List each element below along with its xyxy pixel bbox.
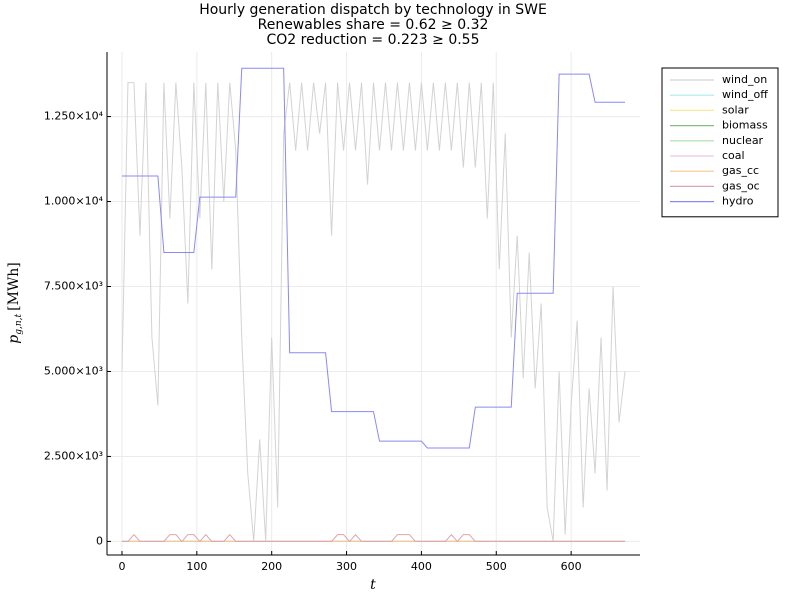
x-tick-label: 200 — [261, 560, 282, 573]
y-label-subscript: g,n,t — [14, 314, 24, 335]
x-tick-label: 300 — [336, 560, 357, 573]
y-tick-label: 5.000×10³ — [44, 364, 103, 377]
y-label-symbol: p — [6, 335, 22, 344]
legend-label: biomass — [722, 119, 768, 132]
legend-label: wind_off — [722, 88, 768, 101]
chart-subtitle: CO2 reduction = 0.223 ≥ 0.55 — [266, 32, 479, 48]
y-tick-label: 2.500×10³ — [44, 449, 103, 462]
legend-label: coal — [722, 149, 745, 162]
y-tick-label: 7.500×10³ — [44, 280, 103, 293]
legend-box — [661, 67, 779, 218]
legend-label: wind_on — [722, 73, 767, 86]
x-tick-label: 400 — [411, 560, 432, 573]
y-tick-label: 0 — [96, 534, 103, 547]
chart-subtitle: Renewables share = 0.62 ≥ 0.32 — [258, 17, 489, 33]
series-line — [121, 533, 626, 543]
y-label-unit: [MWh] — [6, 262, 22, 311]
legend-label: nuclear — [722, 134, 764, 147]
legend-label: gas_oc — [722, 179, 760, 192]
legend-label: hydro — [722, 195, 754, 208]
x-axis-label: t — [370, 577, 376, 593]
chart-title: Hourly generation dispatch by technology… — [199, 2, 547, 18]
legend-label: solar — [722, 103, 749, 116]
x-tick-label: 0 — [118, 560, 125, 573]
x-tick-label: 500 — [486, 560, 507, 573]
series-line — [121, 82, 626, 542]
y-axis-label: pg,n,t [MWh] — [6, 262, 24, 344]
legend-label: gas_cc — [722, 164, 759, 177]
x-tick-label: 600 — [561, 560, 582, 573]
y-tick-label: 1.000×10⁴ — [44, 195, 104, 208]
series-line — [121, 67, 626, 449]
x-tick-label: 100 — [186, 560, 207, 573]
y-tick-label: 1.250×10⁴ — [44, 110, 104, 123]
